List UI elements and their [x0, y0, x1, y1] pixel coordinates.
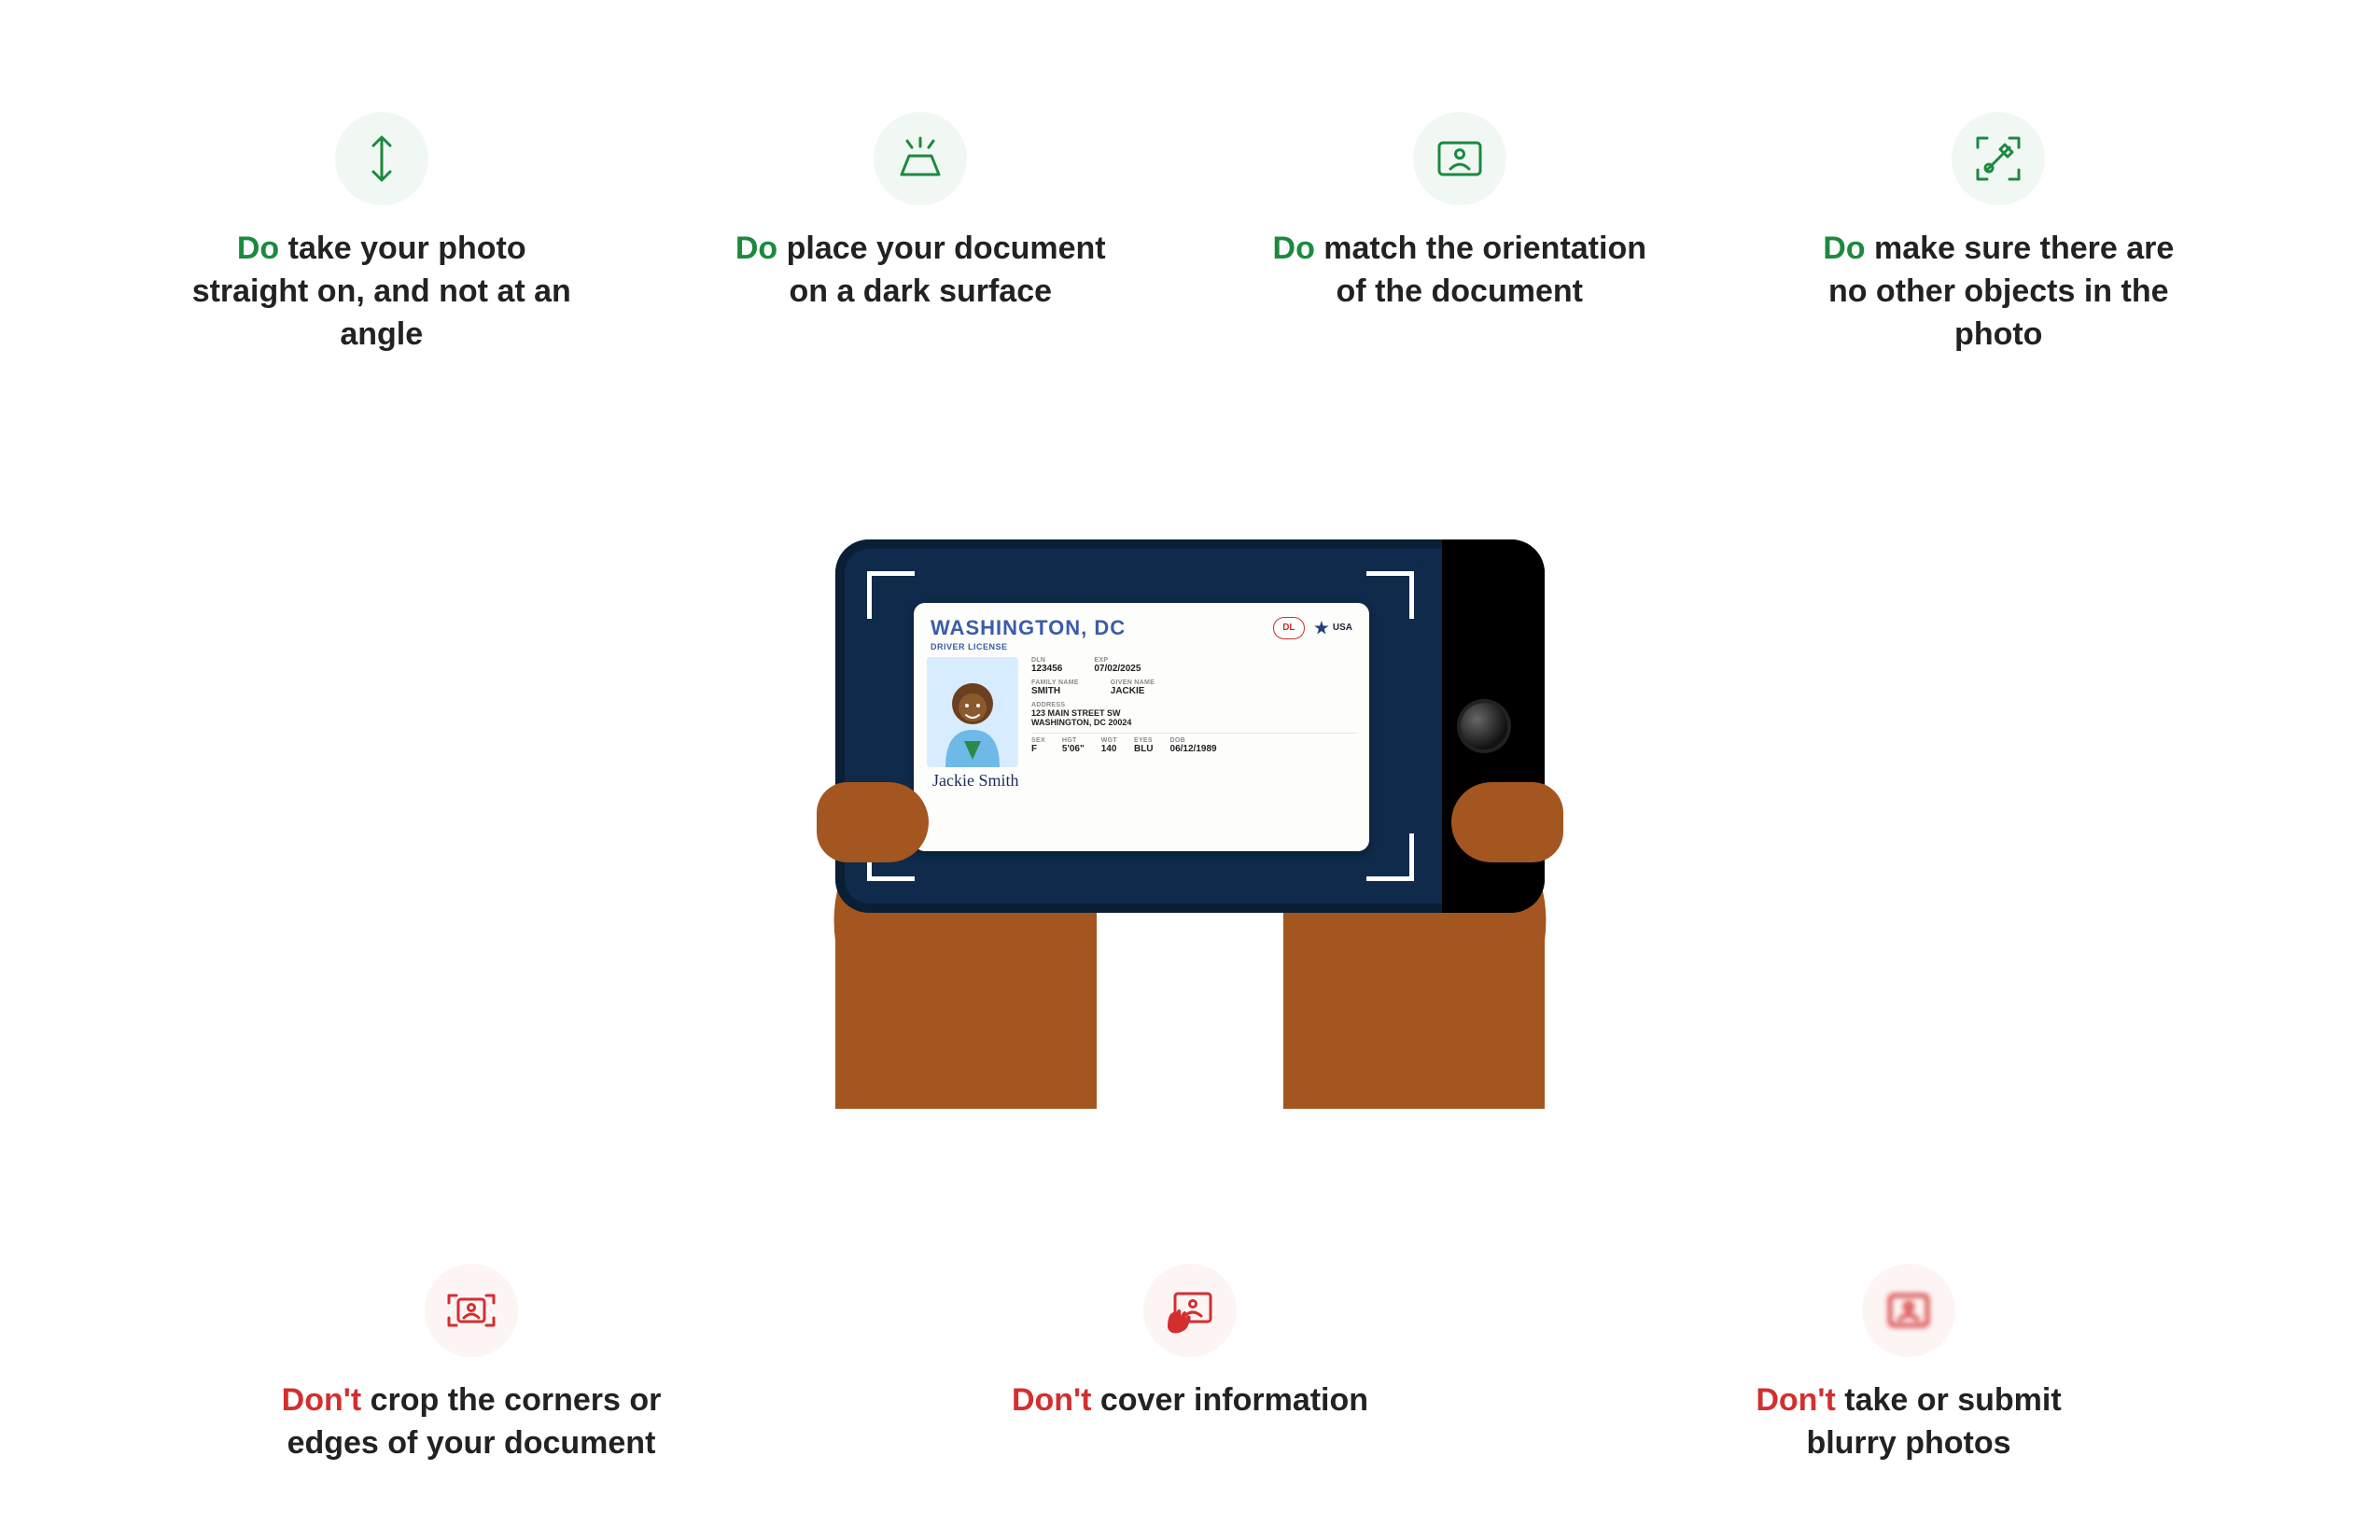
- dont-tip-caption: Don't take or submit blurry photos: [1713, 1379, 2105, 1465]
- infographic-page: Do take your photo straight on, and not …: [0, 0, 2380, 1540]
- fld-value: 123 MAIN STREET SW: [1031, 708, 1356, 718]
- fld-label: WGT: [1101, 737, 1117, 744]
- do-tip-straight-on: Do take your photo straight on, and not …: [186, 112, 578, 357]
- viewfinder-corner: [1366, 571, 1414, 619]
- fld-value: WASHINGTON, DC 20024: [1031, 718, 1356, 727]
- viewfinder-corner: [867, 571, 915, 619]
- do-lead: Do: [237, 231, 279, 266]
- hand-cover-icon: [1143, 1264, 1237, 1357]
- do-tip-caption: Do take your photo straight on, and not …: [186, 228, 578, 357]
- fld-value: 5'06": [1062, 744, 1085, 754]
- id-fields: DLN 123456 EXP 07/02/2025 FAMI: [1031, 657, 1356, 767]
- do-row: Do take your photo straight on, and not …: [112, 112, 2268, 357]
- dont-tip-caption: Don't cover information: [994, 1379, 1386, 1422]
- left-thumb: [817, 782, 929, 862]
- phone-body: WASHINGTON, DC DL USA DRIVER LICENSE: [835, 539, 1545, 913]
- fld-label: GIVEN NAME: [1111, 679, 1155, 686]
- dont-row: Don't crop the corners or edges of your …: [112, 1264, 2268, 1465]
- phone-screen: WASHINGTON, DC DL USA DRIVER LICENSE: [858, 562, 1423, 890]
- fld-label: SEX: [1031, 737, 1045, 744]
- fld-label: ADDRESS: [1031, 702, 1356, 708]
- fld-label: EYES: [1134, 737, 1153, 744]
- fld-value: 140: [1101, 744, 1117, 754]
- usa-label: USA: [1314, 621, 1352, 636]
- fld-value: 07/02/2025: [1094, 664, 1141, 674]
- dont-lead: Don't: [1012, 1382, 1092, 1418]
- do-tip-orientation: Do match the orientation of the document: [1264, 112, 1656, 314]
- do-lead: Do: [1823, 231, 1865, 266]
- vertical-arrows-icon: [335, 112, 428, 205]
- right-thumb: [1451, 782, 1563, 862]
- do-tip-caption: Do place your document on a dark surface: [724, 228, 1116, 314]
- id-subtitle: DRIVER LICENSE: [931, 642, 1352, 651]
- fld-label: DOB: [1170, 737, 1185, 744]
- usa-text: USA: [1333, 623, 1352, 633]
- do-text: place your document on a dark surface: [777, 231, 1105, 309]
- do-text: match the orientation of the document: [1315, 231, 1646, 309]
- id-signature: Jackie Smith: [914, 767, 1369, 791]
- dont-tip-caption: Don't crop the corners or edges of your …: [275, 1379, 667, 1465]
- fld-label: DLN: [1031, 657, 1062, 664]
- do-lead: Do: [735, 231, 777, 266]
- lamp-icon: [874, 112, 967, 205]
- fld-label: HGT: [1062, 737, 1077, 744]
- blurry-icon: [1862, 1264, 1955, 1357]
- dont-tip-crop: Don't crop the corners or edges of your …: [275, 1264, 667, 1465]
- do-tip-dark-surface: Do place your document on a dark surface: [724, 112, 1116, 314]
- do-text: make sure there are no other objects in …: [1828, 231, 2174, 352]
- do-tip-caption: Do make sure there are no other objects …: [1802, 228, 2194, 357]
- fld-label: EXP: [1094, 657, 1141, 664]
- fld-label: FAMILY NAME: [1031, 679, 1079, 686]
- id-card: WASHINGTON, DC DL USA DRIVER LICENSE: [914, 603, 1369, 851]
- fld-value: F: [1031, 744, 1037, 754]
- crop-icon: [425, 1264, 518, 1357]
- dont-text: cover information: [1091, 1382, 1368, 1418]
- fld-value: BLU: [1134, 744, 1154, 754]
- dont-text: take or submit blurry photos: [1806, 1382, 2061, 1461]
- dont-lead: Don't: [1756, 1382, 1836, 1418]
- no-objects-icon: [1952, 112, 2045, 205]
- fld-value: 123456: [1031, 664, 1062, 674]
- dont-tip-blurry: Don't take or submit blurry photos: [1713, 1264, 2105, 1465]
- id-title: WASHINGTON, DC: [931, 616, 1126, 640]
- fld-value: SMITH: [1031, 686, 1079, 696]
- id-photo: [927, 657, 1018, 767]
- dont-tip-cover: Don't cover information: [994, 1264, 1386, 1422]
- phone-id-illustration: WASHINGTON, DC DL USA DRIVER LICENSE: [751, 502, 1629, 1099]
- fld-value: 06/12/1989: [1170, 744, 1217, 754]
- phone-home-button: [1461, 703, 1507, 749]
- do-tip-caption: Do match the orientation of the document: [1264, 228, 1656, 314]
- star-icon: [1314, 621, 1329, 636]
- fld-value: JACKIE: [1111, 686, 1155, 696]
- viewfinder-corner: [1366, 833, 1414, 881]
- dont-lead: Don't: [282, 1382, 362, 1418]
- do-tip-no-objects: Do make sure there are no other objects …: [1802, 112, 2194, 357]
- do-lead: Do: [1273, 231, 1315, 266]
- dl-badge: DL: [1273, 617, 1305, 639]
- orientation-icon: [1413, 112, 1506, 205]
